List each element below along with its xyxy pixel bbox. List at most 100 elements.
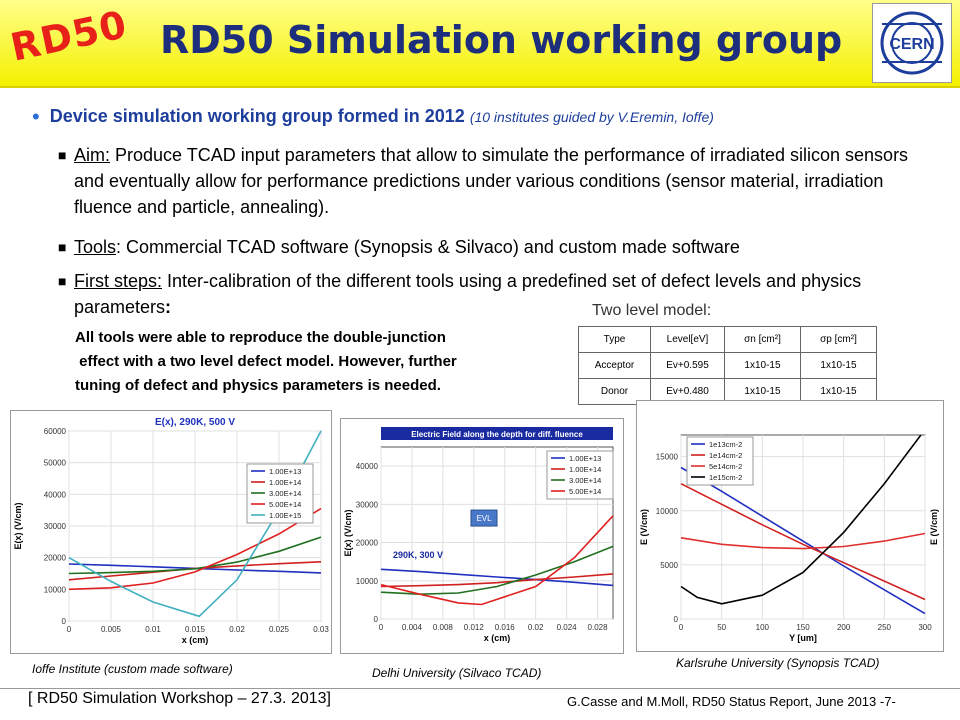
x-tick-label: 0	[379, 623, 384, 632]
x-tick-label: 0.02	[229, 625, 245, 634]
series-line	[380, 515, 614, 606]
x-axis-label: Y [um]	[789, 633, 817, 643]
x-tick-label: 0.028	[588, 623, 609, 632]
x-tick-label: 300	[918, 623, 932, 632]
chart-annotation: 290K, 300 V	[393, 550, 443, 560]
table-cell: 1x10-15	[800, 352, 877, 379]
rd50-logo: RD50	[6, 2, 131, 70]
chart-ioffe: 0 0.005 0.01 0.015 0.02 0.025 0.03 0 10000 20000 3…	[13, 417, 329, 645]
tools-label: Tools	[74, 237, 117, 257]
caption-karlsruhe: Karlsruhe University (Synopsis TCAD)	[676, 656, 880, 670]
series-line	[680, 482, 926, 601]
tools-text: : Commercial TCAD software (Synopsis & S…	[116, 237, 740, 257]
table-header: Level[eV]	[650, 326, 725, 353]
y-tick-label: 30000	[44, 522, 67, 531]
caption-delhi: Delhi University (Silvaco TCAD)	[372, 666, 542, 680]
footer-credit: G.Casse and M.Moll, RD50 Status Report, …	[567, 694, 896, 709]
main-bullet: • Device simulation working group formed …	[32, 104, 714, 129]
series-line	[680, 434, 922, 605]
first-steps-item: ■ First steps: Inter-calibration of the …	[58, 271, 862, 317]
first-steps-label: First steps:	[74, 271, 163, 291]
y-tick-label: 0	[62, 617, 67, 626]
page-title: RD50 Simulation working group	[160, 18, 843, 62]
main-bullet-note: (10 institutes guided by V.Eremin, Ioffe…	[469, 109, 714, 125]
y-tick-label: 5000	[660, 561, 678, 570]
x-tick-label: 0	[679, 623, 684, 632]
aim-item: ■ Aim: Produce TCAD input parameters tha…	[58, 145, 909, 217]
x-axis-label: x (cm)	[484, 633, 511, 643]
y-axis-label-right: E (V/cm)	[929, 509, 939, 545]
table-header: σn [cm²]	[724, 326, 801, 353]
x-tick-label: 250	[878, 623, 892, 632]
y-tick-label: 10000	[656, 507, 679, 516]
x-tick-label: 0.008	[433, 623, 454, 632]
x-tick-label: 0.024	[557, 623, 578, 632]
y-tick-label: 40000	[44, 490, 67, 499]
y-tick-label: 20000	[356, 539, 379, 548]
x-tick-label: 0	[67, 625, 72, 634]
plot-ioffe: 0 0.005 0.01 0.015 0.02 0.025 0.03 0 10000 20000 3…	[10, 410, 332, 654]
x-tick-label: 0.03	[313, 625, 329, 634]
table-header: Type	[578, 326, 651, 353]
chart-karlsruhe: 0 50 100 150 200 250 300 0 5000 10000 15000 Y [um] E…	[639, 434, 939, 643]
evl-badge	[470, 509, 498, 527]
chart-delhi: 0 0.004 0.008 0.012 0.016 0.02 0.024 0.028 0 1000…	[343, 427, 614, 643]
page-number: -7-	[879, 694, 896, 709]
plot-delhi: 0 0.004 0.008 0.012 0.016 0.02 0.024 0.028 0 1000…	[340, 418, 624, 654]
x-tick-label: 50	[717, 623, 726, 632]
table-title: Two level model:	[592, 302, 712, 319]
y-tick-label: 60000	[44, 427, 67, 436]
legend-label: 5.00E+14	[569, 487, 601, 496]
aim-text: Produce TCAD input parameters that allow…	[74, 145, 909, 217]
main-bullet-text: Device simulation working group formed i…	[49, 106, 465, 126]
footer-authors: G.Casse and M.Moll, RD50 Status Report, …	[567, 694, 877, 709]
chart-title: E(x), 290K, 500 V	[155, 417, 235, 428]
series-line	[380, 568, 614, 587]
chart-title: Electric Field along the depth for diff.…	[411, 430, 583, 439]
x-tick-label: 0.025	[269, 625, 290, 634]
title-bar: RD50 RD50 Simulation working group CERN	[0, 0, 960, 88]
aim-label: Aim:	[74, 145, 110, 165]
note-text: All tools were able to reproduce the dou…	[75, 329, 457, 394]
tools-item: ■ Tools: Commercial TCAD software (Synop…	[58, 237, 740, 257]
y-tick-label: 15000	[656, 453, 679, 462]
x-tick-label: 0.015	[185, 625, 206, 634]
footer-workshop: [ RD50 Simulation Workshop – 27.3. 2013]	[28, 690, 331, 707]
legend-label: 1e14cm-2	[709, 451, 742, 460]
x-tick-label: 0.02	[528, 623, 544, 632]
evl-badge-label: EVL	[476, 514, 492, 523]
legend-label: 3.00E+14	[269, 489, 301, 498]
x-tick-label: 0.01	[145, 625, 161, 634]
series-line	[680, 532, 926, 550]
series-line	[68, 536, 322, 575]
svg-text:CERN: CERN	[889, 36, 934, 53]
y-axis-label: E (V/cm)	[639, 509, 649, 545]
x-axis-label: x (cm)	[182, 635, 209, 645]
x-tick-label: 0.004	[402, 623, 423, 632]
series-line	[380, 573, 614, 588]
table-cell: 1x10-15	[724, 352, 801, 379]
table-header: σp [cm²]	[800, 326, 877, 353]
legend-label: 1e15cm-2	[709, 473, 742, 482]
legend-label: 3.00E+14	[569, 476, 601, 485]
first-steps-text: Inter-calibration of the different tools…	[74, 271, 862, 317]
y-tick-label: 30000	[356, 500, 379, 509]
legend-label: 5.00E+14	[269, 500, 301, 509]
table-cell: Ev+0.595	[650, 352, 725, 379]
y-tick-label: 40000	[356, 462, 379, 471]
y-tick-label: 20000	[44, 554, 67, 563]
x-tick-label: 0.016	[495, 623, 516, 632]
x-tick-label: 100	[756, 623, 770, 632]
y-axis-label: E(x) (V/cm)	[13, 502, 23, 549]
table-header-row: Type Level[eV] σn [cm²] σp [cm²]	[578, 326, 877, 353]
table-row: Acceptor Ev+0.595 1x10-15 1x10-15	[578, 352, 877, 379]
level-table: Type Level[eV] σn [cm²] σp [cm²] Accepto…	[578, 326, 877, 405]
y-axis-label: E(x) (V/cm)	[343, 509, 353, 556]
legend-label: 1.00E+15	[269, 511, 301, 520]
x-tick-label: 150	[796, 623, 810, 632]
chart-title-banner	[381, 427, 613, 440]
x-tick-label: 0.012	[464, 623, 485, 632]
table-cell: Acceptor	[578, 352, 651, 379]
legend-label: 1.00E+13	[269, 467, 301, 476]
legend-label: 1e13cm-2	[709, 440, 742, 449]
